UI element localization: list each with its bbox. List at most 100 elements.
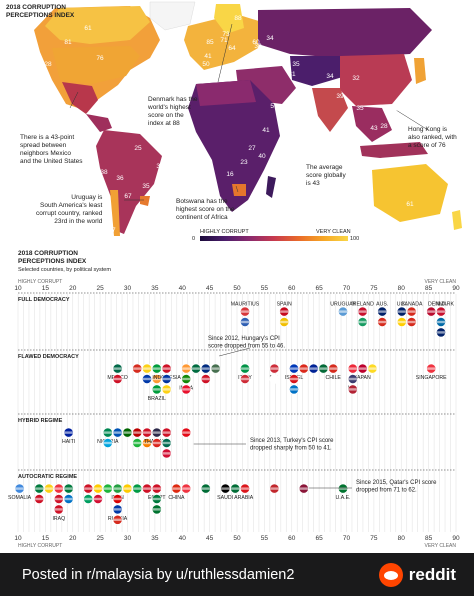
flag-stripe [299, 487, 308, 490]
x-tick-bottom: 60 [288, 535, 296, 542]
map-value-label: 72 [192, 75, 200, 82]
x-tick-top: 75 [370, 285, 378, 292]
map-value-label: 31 [288, 71, 296, 78]
x-tick-bottom: 15 [42, 535, 50, 542]
flag-stripe [162, 452, 171, 455]
usa-shape [52, 46, 140, 84]
flag-stripe [123, 487, 132, 490]
x-tick-top: 50 [233, 285, 241, 292]
flag-stripe [133, 487, 142, 490]
flag-dot [63, 427, 74, 438]
world-map: 8873817661284150646034327185422872723531… [34, 1, 462, 236]
chart-title-line2: PERCEPTIONS INDEX [18, 258, 87, 265]
flag-dot [63, 483, 74, 494]
flag-stripe [35, 487, 44, 490]
flag-stripe [35, 497, 44, 501]
x-tick-top: 10 [14, 285, 22, 292]
flag-dot [426, 363, 437, 374]
legend-max: 100 [350, 236, 360, 242]
country-label: IRELAND [351, 302, 374, 308]
map-value-label: 71 [220, 37, 228, 44]
reddit-logo[interactable]: reddit [378, 563, 456, 587]
flag-stripe [64, 487, 73, 490]
greenland-shape [149, 1, 196, 31]
flag-dot [269, 483, 280, 494]
map-value-label: 36 [116, 175, 124, 182]
map-value-label: 28 [380, 123, 388, 130]
flag-stripe [182, 431, 191, 434]
x-tick-top: 20 [69, 285, 77, 292]
country-label: CANADA [401, 302, 423, 308]
flag-stripe [221, 487, 230, 490]
x-tick-bottom: 50 [233, 535, 241, 542]
flag-dot [289, 374, 299, 384]
flag-dot [151, 363, 162, 374]
flag-stripe [240, 367, 250, 370]
x-tick-bottom: 20 [69, 535, 77, 542]
posted-in-text[interactable]: Posted in r/malaysia by u/ruthlessdamien… [22, 566, 295, 583]
x-tick-bottom: 90 [452, 535, 460, 542]
map-value-label: 40 [258, 153, 266, 160]
flag-stripe [240, 320, 250, 324]
flag-stripe [309, 367, 318, 370]
flag-dot [181, 427, 192, 438]
map-value-label: 85 [206, 39, 214, 46]
annotation-mexico: There is a 43-point spread between neighb… [20, 134, 83, 165]
flag-dot [53, 504, 64, 515]
flag-stripe [152, 508, 161, 511]
flag-dot [200, 363, 211, 374]
flag-stripe [338, 487, 348, 490]
flag-stripe [103, 487, 112, 490]
flag-dot [83, 494, 94, 504]
botswana-shape [232, 184, 246, 196]
chart-title: 2018 CORRUPTION PERCEPTIONS INDEX [18, 250, 86, 266]
flag-dot [151, 494, 162, 504]
flag-dot [112, 494, 123, 504]
flag-dot [318, 363, 329, 374]
flag-stripe [397, 310, 406, 313]
chart-annotation-line: dropped sharply from 50 to 41. [250, 446, 332, 452]
flag-dot [377, 306, 388, 317]
scandinavia-shape [214, 4, 244, 34]
x-tick-bottom: 25 [97, 535, 105, 542]
flag-stripe [113, 518, 122, 521]
africa-shape [188, 80, 280, 212]
flag-stripe [368, 367, 377, 370]
flag-stripe [270, 487, 279, 490]
flag-stripe [240, 310, 250, 313]
flag-dot [191, 363, 201, 374]
map-value-label: 41 [262, 127, 270, 134]
flag-stripe [182, 377, 191, 381]
flag-stripe [54, 497, 63, 501]
country-label: HAITI [62, 439, 75, 445]
country-label: U.K. [397, 302, 407, 308]
annotation-hongkong: Hong Kong is also ranked, with a score of… [408, 126, 457, 149]
map-value-label: 39 [390, 109, 398, 116]
flag-stripe [348, 377, 357, 381]
flag-dot [122, 427, 133, 438]
flag-stripe [44, 487, 54, 490]
axis-top-low-label: HIGHLY CORRUPT [18, 279, 62, 285]
flag-dot [181, 374, 192, 384]
flag-stripe [211, 367, 220, 370]
map-value-label: 60 [252, 39, 260, 46]
map-title-line1: 2018 CORRUPTION [6, 4, 66, 11]
map-value-label: 19 [302, 107, 310, 114]
map-value-label: 67 [124, 193, 132, 200]
x-tick-bottom: 80 [398, 535, 406, 542]
flag-dot [328, 363, 339, 374]
flag-stripe [103, 441, 112, 445]
map-value-label: 32 [254, 43, 262, 50]
australia-shape [372, 164, 448, 222]
x-tick-top: 45 [206, 285, 214, 292]
flag-stripe [113, 508, 122, 511]
flag-stripe [64, 497, 73, 501]
flag-stripe [231, 487, 240, 490]
x-tick-top: 30 [124, 285, 132, 292]
legend-gradient-bar [200, 236, 348, 241]
flag-dot [279, 306, 290, 317]
flag-dot [240, 483, 250, 494]
flag-dot [151, 427, 162, 438]
flag-stripe [93, 487, 103, 490]
flag-dot [181, 483, 192, 494]
